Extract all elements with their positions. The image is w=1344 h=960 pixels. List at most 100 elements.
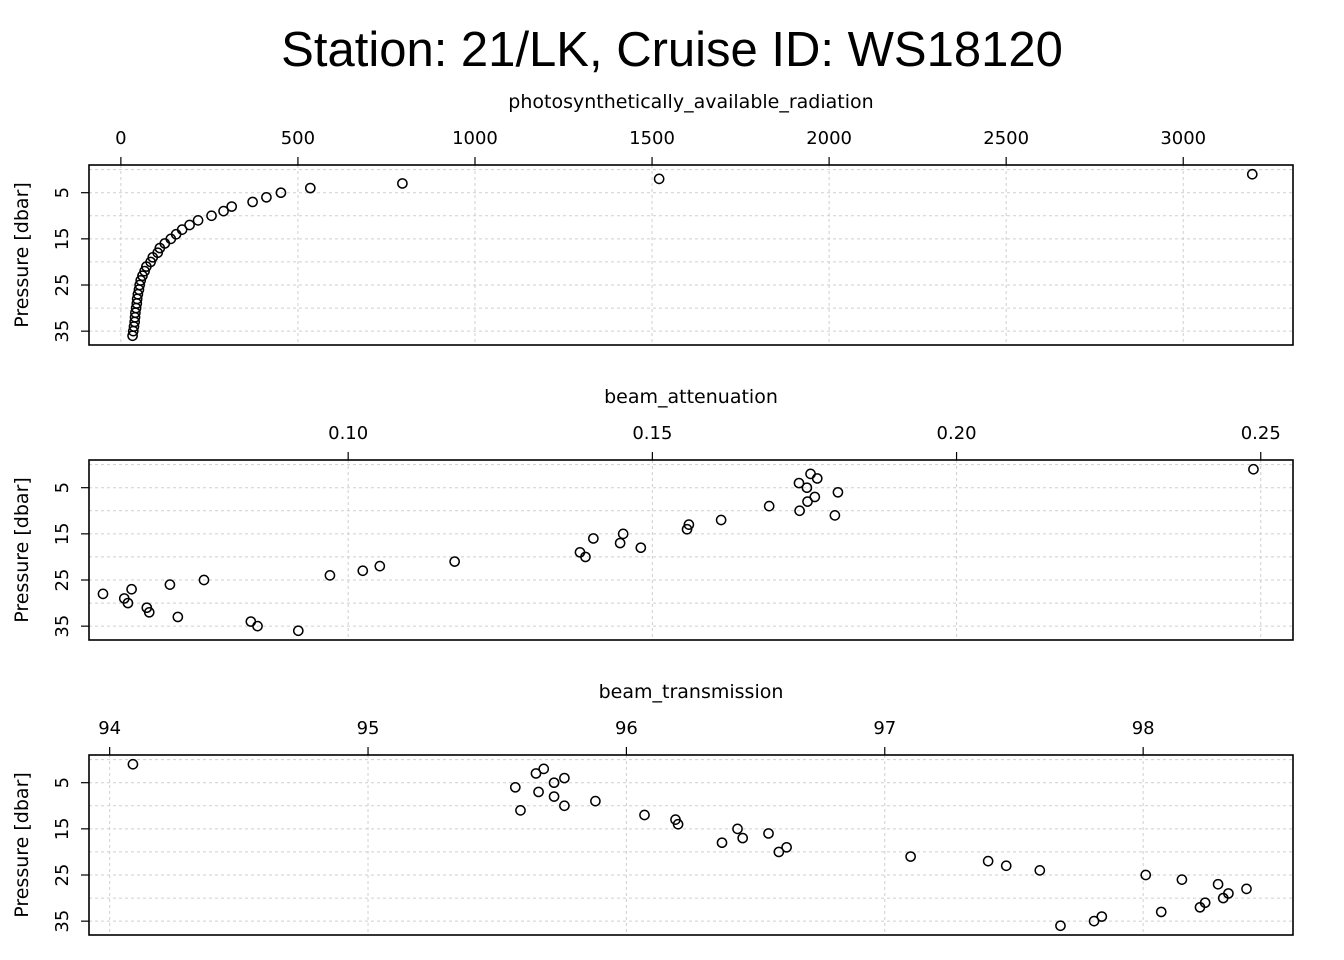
data-point: [127, 758, 139, 770]
y-tick-label: 25: [52, 569, 73, 592]
data-point: [794, 505, 805, 517]
y-tick-label: 35: [52, 615, 73, 638]
x-tick-label: 95: [357, 718, 380, 739]
data-point: [172, 611, 184, 623]
data-point: [247, 196, 258, 208]
data-point: [548, 791, 560, 802]
data-point: [252, 620, 263, 632]
data-point: [805, 468, 816, 480]
x-tick-label: 2500: [983, 128, 1029, 149]
data-point: [1155, 906, 1167, 918]
data-point: [530, 768, 542, 779]
x-tick-label: 2000: [806, 128, 852, 149]
data-point: [1055, 920, 1066, 932]
data-point: [763, 828, 774, 839]
data-point: [184, 219, 195, 231]
data-point: [126, 583, 137, 595]
x-tick-label: 98: [1132, 718, 1155, 739]
plot-frame: [88, 164, 1294, 346]
data-point: [206, 210, 217, 222]
data-point: [683, 519, 695, 530]
data-point: [143, 606, 155, 618]
x-tick-label: 94: [98, 718, 121, 739]
data-point: [1212, 878, 1224, 890]
data-point: [292, 625, 304, 637]
x-tick-label: 96: [615, 718, 638, 739]
data-point: [1088, 915, 1100, 927]
data-point: [275, 187, 287, 199]
data-point: [397, 178, 408, 189]
x-tick-label: 97: [873, 718, 896, 739]
data-point: [614, 537, 626, 549]
data-point: [1140, 869, 1152, 881]
data-point: [588, 533, 599, 544]
data-point: [324, 570, 336, 581]
x-axis-label: beam_transmission: [599, 681, 784, 703]
data-point: [559, 772, 570, 784]
data-point: [261, 191, 272, 203]
data-point: [982, 855, 994, 867]
data-point: [1194, 901, 1206, 913]
data-point: [226, 201, 238, 212]
y-axis-label: Pressure [dbar]: [11, 182, 33, 328]
data-point: [905, 851, 916, 862]
y-tick-label: 25: [52, 864, 73, 887]
y-tick-label: 5: [52, 777, 73, 788]
data-point: [357, 565, 369, 577]
data-point: [617, 528, 629, 540]
data-point: [832, 486, 844, 498]
panel-2: 0.10 0.15 0.20 0.25 beam_attenuation 5 15 25 35 P…: [11, 386, 1294, 641]
data-point: [449, 556, 460, 567]
data-point: [1176, 874, 1188, 885]
data-point: [639, 809, 650, 821]
x-axis-label: photosynthetically_available_radiation: [508, 91, 873, 113]
y-tick-label: 15: [52, 817, 73, 840]
data-point: [653, 173, 665, 185]
data-point: [97, 588, 109, 600]
data-point: [763, 500, 775, 512]
data-point: [801, 482, 813, 494]
data-point: [141, 261, 152, 272]
data-point: [304, 182, 316, 194]
data-point: [127, 330, 138, 342]
data-point: [548, 777, 560, 789]
data-point: [580, 551, 591, 563]
data-point: [732, 823, 743, 835]
y-axis-label: Pressure [dbar]: [11, 477, 33, 623]
plot-frame: [88, 459, 1294, 641]
data-point: [533, 786, 544, 798]
data-point: [715, 514, 727, 526]
y-axis-label: Pressure [dbar]: [11, 772, 33, 918]
data-point: [122, 597, 134, 609]
data-point: [590, 795, 601, 807]
x-tick-label: 0.10: [328, 423, 368, 444]
data-point: [773, 846, 785, 858]
data-point: [681, 523, 693, 535]
data-point: [1034, 865, 1046, 876]
y-tick-label: 5: [52, 187, 73, 198]
data-point: [245, 616, 257, 627]
x-tick-label: 1000: [452, 128, 498, 149]
y-tick-label: 35: [52, 910, 73, 933]
x-tick-label: 1500: [629, 128, 675, 149]
y-tick-label: 15: [52, 227, 73, 250]
x-tick-label: 0.25: [1241, 423, 1281, 444]
page-title: Station: 21/LK, Cruise ID: WS18120: [281, 23, 1063, 77]
x-tick-label: 500: [281, 128, 315, 149]
x-tick-label: 0.20: [937, 423, 977, 444]
data-point: [137, 270, 148, 282]
data-point: [781, 841, 792, 853]
data-point: [672, 818, 684, 830]
data-point: [218, 205, 229, 217]
data-point: [1248, 463, 1259, 475]
data-point: [1000, 860, 1012, 872]
x-tick-label: 0: [115, 128, 126, 149]
data-point: [737, 832, 749, 844]
data-point: [1241, 883, 1252, 895]
x-tick-label: 3000: [1160, 128, 1206, 149]
data-point: [538, 763, 550, 775]
data-point: [1096, 911, 1108, 922]
panel-1: 0 500 1000 1500 2000 2500 3000 photosynthetical…: [11, 91, 1294, 346]
data-point: [635, 542, 647, 554]
